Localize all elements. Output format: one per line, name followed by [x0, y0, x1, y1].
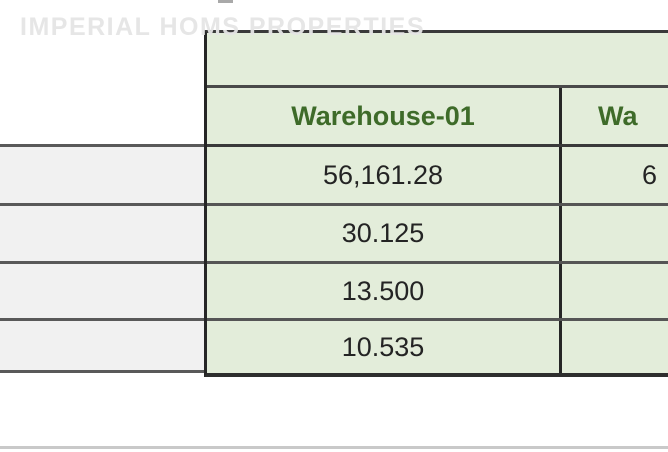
table-row: 13.500 [207, 261, 668, 318]
header-cell-warehouse-01[interactable]: Warehouse-01 [207, 88, 562, 144]
value-cell-cropped[interactable] [562, 206, 668, 261]
table-row: 10.535 [207, 318, 668, 373]
value-cell[interactable]: 30.125 [207, 206, 562, 261]
table-row: 56,161.28 6 [207, 144, 668, 203]
row-label-cell[interactable] [0, 318, 204, 373]
row-label-column [0, 144, 204, 373]
merged-title-band [207, 33, 668, 88]
warehouse-table: Warehouse-01 Wa 56,161.28 6 30.125 13.50… [204, 30, 668, 377]
row-label-cell[interactable] [0, 144, 204, 203]
cropped-top-artifact [218, 0, 233, 3]
value-cell[interactable]: 13.500 [207, 264, 562, 318]
row-label-cell[interactable] [0, 203, 204, 261]
value-cell-cropped[interactable] [562, 321, 668, 373]
table-header-row: Warehouse-01 Wa [207, 88, 668, 144]
bottom-divider [0, 446, 668, 449]
value-cell[interactable]: 10.535 [207, 321, 562, 373]
value-cell-cropped[interactable]: 6 [562, 147, 668, 203]
row-label-cell[interactable] [0, 261, 204, 318]
table-row: 30.125 [207, 203, 668, 261]
value-cell[interactable]: 56,161.28 [207, 147, 562, 203]
value-cell-cropped[interactable] [562, 264, 668, 318]
header-cell-warehouse-02-cropped[interactable]: Wa [562, 88, 668, 144]
